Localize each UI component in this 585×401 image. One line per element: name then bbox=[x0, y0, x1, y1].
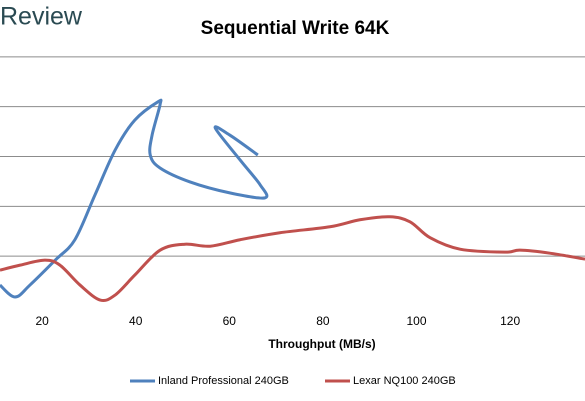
x-tick-label: 80 bbox=[316, 314, 330, 328]
series-line bbox=[0, 215, 585, 303]
legend-label: Inland Professional 240GB bbox=[158, 375, 289, 387]
x-tick-label: 40 bbox=[129, 314, 143, 328]
series-line bbox=[0, 98, 269, 299]
x-tick-label: 20 bbox=[35, 314, 49, 328]
legend-label: Lexar NQ100 240GB bbox=[353, 375, 456, 387]
x-tick-label: 60 bbox=[223, 314, 237, 328]
x-tick-label: 120 bbox=[500, 314, 520, 328]
x-axis-label: Throughput (MB/s) bbox=[268, 337, 375, 351]
logo: Review bbox=[0, 3, 83, 31]
chart-title: Sequential Write 64K bbox=[201, 18, 390, 39]
x-tick-label: 100 bbox=[407, 314, 427, 328]
